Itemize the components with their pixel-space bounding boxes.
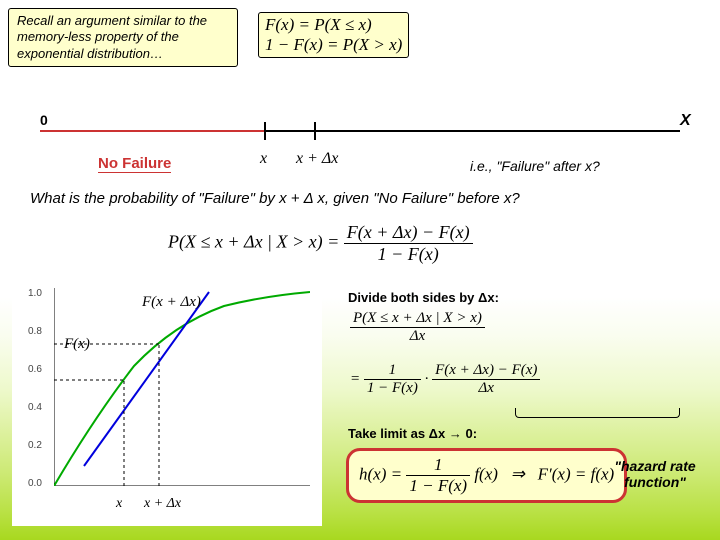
- hazard-arrow-icon: ⇒: [511, 464, 525, 483]
- hazard-mid-den: 1 − F(x): [406, 476, 470, 496]
- cdf-plot: 0.0 0.2 0.4 0.6 0.8 1.0 F(x + Δx) F(x) x…: [12, 278, 322, 526]
- frac2-mid-den: 1 − F(x): [364, 380, 421, 397]
- frac-block-2: P(X ≤ x + Δx | X > x) Δx = 1 1 − F(x) · …: [350, 310, 540, 397]
- frac2-rhs-num: F(x + Δx) − F(x): [432, 362, 540, 380]
- after-x-label: i.e., "Failure" after x?: [470, 158, 600, 174]
- ytick: 0.0: [28, 478, 42, 489]
- tick-xdx: [314, 122, 316, 140]
- formula-line2: 1 − F(x) = P(X > x): [265, 35, 402, 55]
- hazard-rate-label: "hazard rate function": [600, 458, 710, 490]
- plot-Fxdx-label: F(x + Δx): [142, 294, 201, 311]
- hazard-lhs: h(x) =: [359, 464, 402, 483]
- limit-text: Take limit as Δx → 0:: [348, 426, 477, 441]
- hazard-formula-box: h(x) = 1 1 − F(x) f(x) ⇒ F′(x) = f(x): [346, 448, 627, 503]
- recall-text: Recall an argument similar to the memory…: [17, 13, 207, 61]
- frac2-mid-num: 1: [364, 362, 421, 380]
- tangent-line: [84, 292, 209, 466]
- brace-indicator: [515, 408, 680, 418]
- ytick: 0.4: [28, 402, 42, 413]
- cdf-curve: [54, 292, 310, 486]
- ytick: 0.8: [28, 326, 42, 337]
- plot-Fx-label: F(x): [64, 336, 90, 353]
- tick-label-xdx: x + Δx: [296, 150, 338, 168]
- ytick: 0.6: [28, 364, 42, 375]
- question-text: What is the probability of "Failure" by …: [30, 190, 520, 207]
- recall-callout: Recall an argument similar to the memory…: [8, 8, 238, 67]
- cond-prob-lhs: P(X ≤ x + Δx | X > x) =: [168, 232, 339, 252]
- frac2-lhs-num: P(X ≤ x + Δx | X > x): [350, 310, 485, 328]
- frac2-eq: =: [350, 371, 360, 387]
- numberline-zero: 0: [40, 112, 48, 128]
- cond-prob-den: 1 − F(x): [344, 244, 473, 265]
- numberline-X: X: [680, 112, 691, 130]
- hazard-mid-num: 1: [406, 455, 470, 476]
- tick-x: [264, 122, 266, 140]
- formula-line1: F(x) = P(X ≤ x): [265, 15, 402, 35]
- plot-svg: [54, 288, 310, 486]
- numberline: [40, 130, 680, 132]
- no-failure-label: No Failure: [98, 155, 171, 173]
- divide-text: Divide both sides by Δx:: [348, 290, 499, 305]
- tick-label-x: x: [260, 150, 267, 168]
- cond-prob-num: F(x + Δx) − F(x): [344, 222, 473, 244]
- plot-xdx-label: x + Δx: [144, 496, 181, 512]
- hazard-rhs: f(x): [474, 464, 498, 483]
- frac2-dot: ·: [425, 371, 429, 387]
- frac2-lhs-den: Δx: [350, 328, 485, 345]
- frac2-rhs-den: Δx: [432, 380, 540, 397]
- plot-axes: [54, 288, 310, 486]
- formula-top-box: F(x) = P(X ≤ x) 1 − F(x) = P(X > x): [258, 12, 409, 58]
- plot-x-label: x: [116, 496, 122, 512]
- ytick: 1.0: [28, 288, 42, 299]
- cond-prob-formula: P(X ≤ x + Δx | X > x) = F(x + Δx) − F(x)…: [168, 222, 473, 265]
- ytick: 0.2: [28, 440, 42, 451]
